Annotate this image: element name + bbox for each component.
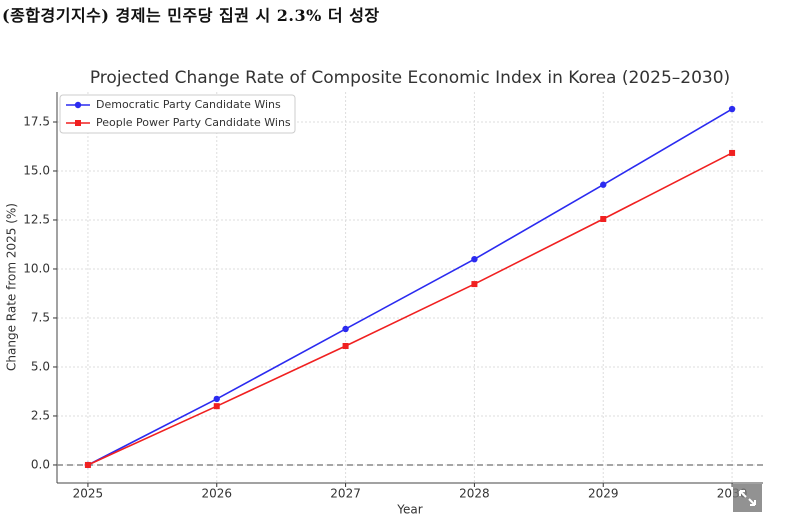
legend-marker xyxy=(74,101,82,109)
x-tick-label: 2027 xyxy=(330,487,361,501)
x-axis-label: Year xyxy=(396,503,422,517)
marker xyxy=(600,181,607,188)
headline: (종합경기지수) 경제는 민주당 집권 시 2.3% 더 성장 xyxy=(2,6,380,25)
legend-label: Democratic Party Candidate Wins xyxy=(96,98,281,111)
marker xyxy=(600,216,607,223)
y-tick-label: 7.5 xyxy=(31,310,50,324)
series-line xyxy=(87,152,733,466)
marker xyxy=(213,395,220,403)
y-tick-label: 5.0 xyxy=(31,359,50,373)
y-axis-label: Change Rate from 2025 (%) xyxy=(5,203,19,371)
y-tick-label: 15.0 xyxy=(23,163,50,177)
marker xyxy=(471,255,478,263)
y-tick-label: 12.5 xyxy=(23,212,50,226)
y-tick-label: 0.0 xyxy=(31,457,50,471)
y-tick-label: 10.0 xyxy=(23,261,50,275)
legend-box xyxy=(59,94,296,134)
marker xyxy=(729,149,736,156)
marker xyxy=(728,105,736,113)
x-tick-label: 2026 xyxy=(201,487,232,501)
y-tick-label: 17.5 xyxy=(23,114,50,128)
expand-icon[interactable] xyxy=(733,484,762,512)
marker xyxy=(342,343,349,350)
legend-label: People Power Party Candidate Wins xyxy=(96,116,291,129)
y-tick-label: 2.5 xyxy=(31,408,50,422)
marker xyxy=(84,461,91,468)
series-line xyxy=(87,108,733,466)
marker xyxy=(342,325,349,333)
marker xyxy=(471,281,478,288)
x-tick-label: 2025 xyxy=(73,487,104,501)
marker xyxy=(213,403,220,410)
x-tick-label: 2028 xyxy=(459,487,490,501)
legend-marker xyxy=(75,120,81,126)
x-tick-label: 2029 xyxy=(588,487,619,501)
chart-title: Projected Change Rate of Composite Econo… xyxy=(90,68,730,88)
